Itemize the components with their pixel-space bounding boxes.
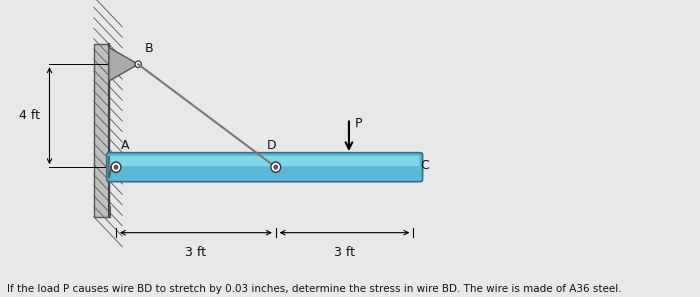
Text: P: P	[354, 117, 362, 130]
Circle shape	[135, 61, 141, 67]
Text: B: B	[144, 42, 153, 55]
Text: 4 ft: 4 ft	[20, 109, 41, 122]
Circle shape	[111, 162, 121, 172]
FancyBboxPatch shape	[94, 44, 109, 217]
FancyBboxPatch shape	[106, 153, 423, 182]
Text: D: D	[267, 139, 276, 152]
Text: 3 ft: 3 ft	[186, 246, 206, 259]
Text: A: A	[120, 139, 129, 152]
FancyBboxPatch shape	[110, 156, 419, 166]
Polygon shape	[109, 156, 111, 178]
Polygon shape	[109, 48, 138, 81]
Text: C: C	[421, 159, 429, 172]
Circle shape	[274, 165, 277, 169]
Circle shape	[271, 162, 281, 172]
Text: 3 ft: 3 ft	[334, 246, 355, 259]
Circle shape	[114, 165, 118, 169]
Text: If the load P causes wire BD to stretch by 0.03 inches, determine the stress in : If the load P causes wire BD to stretch …	[7, 284, 622, 293]
